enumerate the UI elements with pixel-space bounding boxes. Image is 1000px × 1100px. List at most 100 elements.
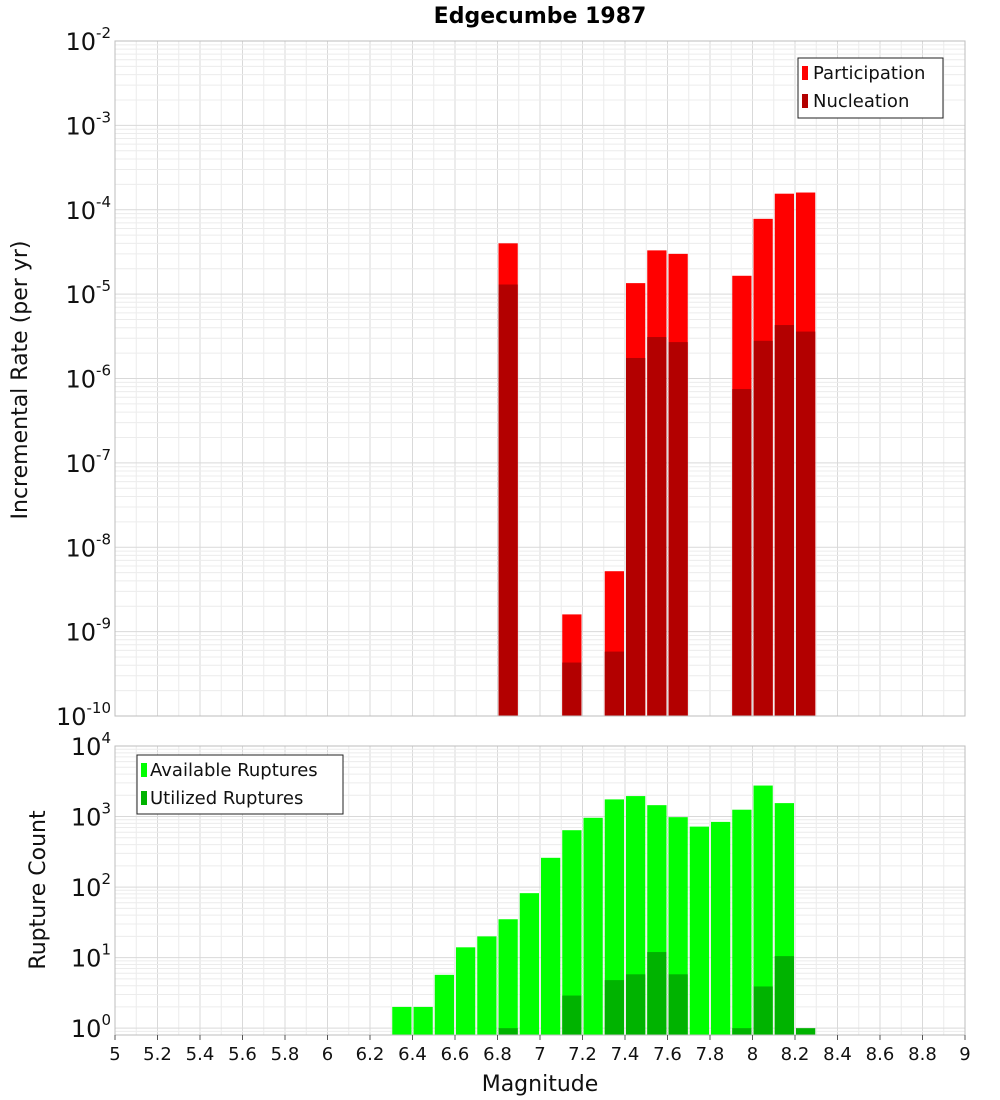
count-bar-s0-14: [689, 826, 709, 1035]
y-tick-exponent: -4: [96, 193, 111, 211]
y-tick-base: 10: [65, 450, 96, 478]
legend-label-available: Available Ruptures: [150, 760, 318, 781]
y-tick-base: 10: [56, 703, 87, 731]
count-bar-s0-4: [477, 936, 497, 1035]
count-bar-s1-8: [774, 956, 794, 1035]
x-tick-label: 6: [322, 1044, 333, 1065]
legend-swatch-available: [141, 763, 147, 777]
legend-label-utilized: Utilized Ruptures: [150, 788, 303, 809]
x-tick-label: 7.4: [611, 1044, 640, 1065]
count-legend: Available Ruptures Utilized Ruptures: [136, 754, 344, 815]
y-tick-base: 10: [71, 1015, 102, 1043]
count-bar-s1-7: [753, 986, 773, 1035]
y-tick-base: 10: [65, 197, 96, 225]
count-y-tick-label: 100: [71, 1011, 111, 1043]
count-bar-s0-16: [732, 809, 752, 1035]
rate-y-tick-label: 10-6: [65, 362, 111, 394]
count-bar-s0-17: [753, 785, 773, 1035]
x-tick-label: 5.6: [228, 1044, 257, 1065]
count-legend-box: [136, 754, 344, 815]
x-tick-label: 8: [747, 1044, 758, 1065]
rate-bar-s1-4: [647, 337, 667, 716]
x-tick-label: 8.6: [866, 1044, 895, 1065]
count-bar-s0-5: [498, 919, 518, 1035]
rate-y-tick-label: 10-2: [65, 24, 111, 56]
x-tick-label: 7: [534, 1044, 545, 1065]
x-tick-label: 6.4: [398, 1044, 427, 1065]
y-tick-exponent: -2: [96, 24, 111, 42]
rate-y-tick-label: 10-8: [65, 530, 111, 562]
y-tick-exponent: 3: [101, 800, 111, 818]
x-tick-label: 6.6: [441, 1044, 470, 1065]
rate-bar-s1-7: [753, 340, 773, 716]
rate-bar-s1-3: [626, 357, 646, 716]
y-tick-base: 10: [71, 733, 102, 761]
x-tick-label: 6.8: [483, 1044, 512, 1065]
x-tick-label: 9: [959, 1044, 970, 1065]
legend-label-participation: Participation: [813, 63, 925, 84]
x-tick-label: 5.2: [143, 1044, 172, 1065]
y-tick-base: 10: [65, 366, 96, 394]
count-bar-s1-3: [626, 974, 646, 1035]
rate-bar-s1-1: [562, 662, 582, 716]
count-bar-s1-2: [604, 980, 624, 1035]
count-bar-s0-6: [519, 893, 539, 1035]
rate-y-tick-label: 10-9: [65, 615, 111, 647]
count-bar-s0-15: [711, 821, 731, 1035]
x-tick-label: 7.8: [696, 1044, 725, 1065]
legend-swatch-participation: [802, 66, 808, 80]
y-tick-base: 10: [65, 281, 96, 309]
count-bar-s0-10: [604, 799, 624, 1035]
rate-legend-box: [797, 57, 944, 119]
rate-y-tick-label: 10-10: [56, 699, 111, 731]
count-bar-s1-0: [498, 1028, 518, 1035]
y-tick-base: 10: [71, 804, 102, 832]
x-tick-label: 7.6: [653, 1044, 682, 1065]
x-tick-label: 8.4: [823, 1044, 852, 1065]
y-tick-exponent: 0: [101, 1011, 111, 1029]
y-tick-exponent: -9: [96, 615, 111, 633]
rate-y-axis-title: Incremental Rate (per yr): [8, 241, 33, 520]
rate-bar-s1-9: [796, 331, 816, 716]
rate-y-tick-label: 10-3: [65, 108, 111, 140]
y-tick-base: 10: [65, 28, 96, 56]
chart-title: Edgecumbe 1987: [434, 4, 647, 29]
y-tick-base: 10: [71, 945, 102, 973]
count-y-tick-label: 101: [71, 941, 111, 973]
count-bar-s0-7: [541, 857, 561, 1035]
x-tick-label: 8.2: [781, 1044, 810, 1065]
rate-bar-s1-6: [732, 389, 752, 716]
y-tick-exponent: -6: [96, 362, 111, 380]
count-bar-s1-4: [647, 952, 667, 1035]
y-tick-exponent: 4: [101, 729, 111, 747]
legend-swatch-nucleation: [802, 94, 808, 108]
x-tick-label: 8.8: [908, 1044, 937, 1065]
count-y-axis-title: Rupture Count: [26, 810, 51, 970]
rate-y-tick-label: 10-5: [65, 277, 111, 309]
x-tick-label: 7.2: [568, 1044, 597, 1065]
count-y-tick-label: 103: [71, 800, 111, 832]
count-y-tick-label: 104: [71, 729, 111, 761]
count-bar-s0-1: [413, 1006, 433, 1035]
legend-swatch-utilized: [141, 791, 147, 805]
magnitude-x-ticks: 5 5.2 5.4 5.6 5.8 6 6.2 6.4 6.6 6.8 7 7.2 7.4 7.6 7.8 8…: [109, 1035, 971, 1065]
rate-legend: Participation Nucleation: [797, 57, 944, 119]
rate-y-tick-label: 10-4: [65, 193, 111, 225]
y-tick-exponent: -5: [96, 277, 111, 295]
y-tick-base: 10: [65, 619, 96, 647]
count-bar-s1-1: [562, 995, 582, 1035]
count-bar-s0-9: [583, 817, 603, 1035]
rate-bars: [498, 192, 816, 717]
y-tick-base: 10: [65, 112, 96, 140]
rate-bar-s1-2: [604, 651, 624, 716]
count-y-tick-label: 102: [71, 870, 111, 902]
y-tick-exponent: -7: [96, 446, 111, 464]
y-tick-exponent: -10: [87, 699, 112, 717]
count-bar-s0-3: [456, 947, 476, 1035]
